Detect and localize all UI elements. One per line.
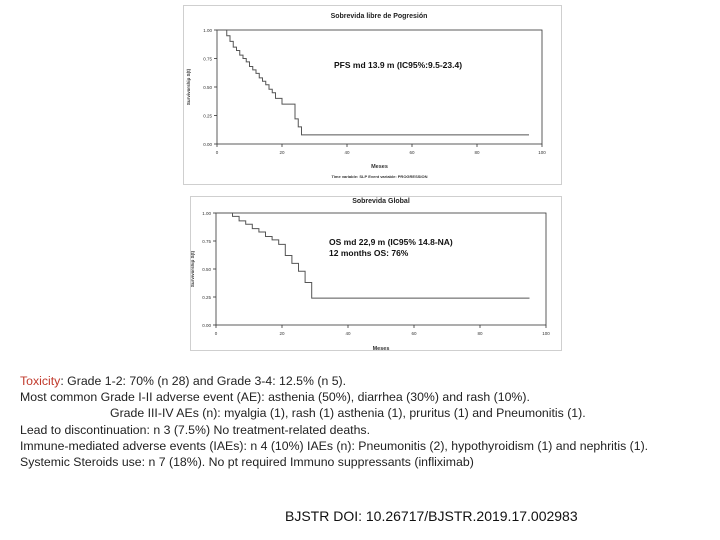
os-y-axis-label: Survivorship S(t) <box>191 250 195 287</box>
pfs-y-tick-label: 1.00 <box>203 28 212 33</box>
pfs-chart-title: Sobrevida libre de Pogresión <box>331 13 428 20</box>
os-x-tick-label: 100 <box>542 331 550 336</box>
os-x-axis-label: Meses <box>373 346 390 350</box>
toxicity-line-2: Most common Grade I-II adverse event (AE… <box>20 390 530 405</box>
os-chart-panel: Sobrevida Global 0.00 0.25 0.50 0.75 1.00 0 20 4… <box>190 196 562 352</box>
os-x-tick-label: 20 <box>279 331 285 336</box>
os-x-tick-label: 40 <box>345 331 351 336</box>
pfs-x-tick-label: 0 <box>216 150 219 155</box>
pfs-x-tick-label: 60 <box>409 150 415 155</box>
pfs-y-axis-label: Survivorship S(t) <box>186 68 191 105</box>
os-y-tick-label: 0.25 <box>202 295 211 300</box>
os-plot-frame <box>215 212 547 326</box>
os-y-tick-label: 0.00 <box>202 323 211 328</box>
os-annotation: OS md 22,9 m (IC95% 14.8-NA) <box>329 237 453 247</box>
toxicity-line-5: Immune-mediated adverse events (IAEs): n… <box>20 438 649 453</box>
pfs-chart: Sobrevida libre de Pogresión 0.00 0.25 0.50… <box>186 13 546 179</box>
pfs-y-tick-label: 0.50 <box>203 85 212 90</box>
os-survival-curve <box>216 212 530 299</box>
toxicity-summary: Toxicity: Grade 1-2: 70% (n 28) and Grad… <box>20 373 715 470</box>
toxicity-line-1: Toxicity: Grade 1-2: 70% (n 28) and Grad… <box>20 373 715 389</box>
pfs-x-tick-label: 80 <box>474 150 480 155</box>
pfs-y-tick-label: 0.75 <box>203 57 212 62</box>
doi-citation: BJSTR DOI: 10.26717/BJSTR.2019.17.002983 <box>285 508 578 524</box>
pfs-plot-frame <box>216 29 543 145</box>
pfs-survival-curve <box>217 29 529 136</box>
os-chart-title: Sobrevida Global <box>352 198 410 205</box>
os-y-tick-label: 0.50 <box>202 267 211 272</box>
os-x-tick-label: 0 <box>215 331 218 336</box>
os-x-tick-label: 60 <box>411 331 417 336</box>
os-chart: Sobrevida Global 0.00 0.25 0.50 0.75 1.00 0 20 4… <box>190 198 550 352</box>
pfs-annotation: PFS md 13.9 m (IC95%:9.5-23.4) <box>334 60 462 70</box>
os-x-tick-label: 80 <box>477 331 483 336</box>
toxicity-line-4: Lead to discontinuation: n 3 (7.5%) No t… <box>20 422 370 437</box>
toxicity-grades: : Grade 1-2: 70% (n 28) and Grade 3-4: 1… <box>60 374 347 388</box>
pfs-x-tick-label: 100 <box>538 150 546 155</box>
os-y-tick-label: 1.00 <box>202 211 211 216</box>
pfs-y-tick-label: 0.00 <box>203 142 212 147</box>
pfs-x-tick-label: 40 <box>344 150 350 155</box>
pfs-y-tick-label: 0.25 <box>203 114 212 119</box>
toxicity-line-6: Systemic Steroids use: n 7 (18%). No pt … <box>20 455 474 470</box>
toxicity-label: Toxicity <box>20 374 61 388</box>
os-y-tick-label: 0.75 <box>202 239 211 244</box>
pfs-footnote: Time variable: SLP Event variable: PROGR… <box>331 174 427 179</box>
pfs-chart-panel: Sobrevida libre de Pogresión 0.00 0.25 0.50… <box>183 5 562 185</box>
toxicity-line-3: Grade III-IV AEs (n): myalgia (1), rash … <box>110 406 586 421</box>
pfs-x-axis-label: Meses <box>371 164 388 170</box>
os-annotation: 12 months OS: 76% <box>329 248 409 258</box>
pfs-x-tick-label: 20 <box>279 150 285 155</box>
